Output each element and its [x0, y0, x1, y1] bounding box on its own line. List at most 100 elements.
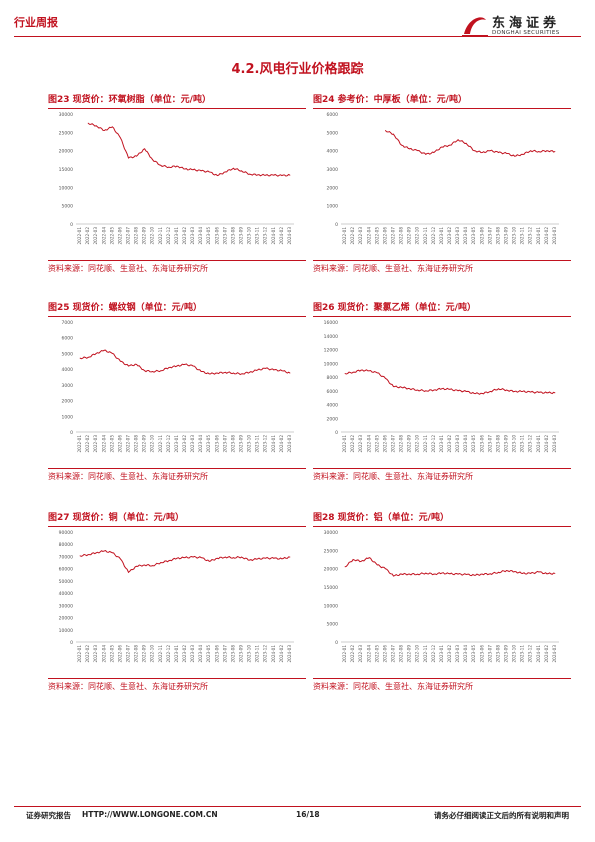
x-tick-label: 2023-05: [471, 227, 476, 245]
data-point: [481, 393, 483, 394]
data-point: [79, 357, 81, 359]
x-tick-label: 2023-10: [512, 435, 517, 453]
x-tick-label: 2023-07: [222, 645, 227, 663]
x-tick-label: 2023-09: [239, 227, 244, 245]
data-point: [95, 353, 97, 354]
x-tick-label: 2022-11: [158, 645, 163, 663]
x-tick-label: 2022-03: [93, 645, 98, 663]
x-tick-label: 2022-09: [407, 645, 412, 663]
data-point: [489, 391, 491, 392]
x-tick-label: 2022-09: [407, 435, 412, 453]
x-tick-label: 2022-06: [117, 435, 122, 453]
data-point: [257, 174, 259, 176]
data-point: [184, 557, 186, 559]
x-tick-label: 2024-03: [287, 435, 292, 453]
x-tick-label: 2023-05: [471, 645, 476, 663]
y-tick-label: 6000: [327, 112, 339, 118]
data-point: [554, 392, 556, 394]
x-tick-label: 2023-05: [471, 435, 476, 453]
x-tick-label: 2022-02: [85, 227, 90, 245]
data-point: [281, 370, 283, 372]
data-point: [128, 157, 129, 159]
x-tick-label: 2024-02: [544, 227, 549, 245]
x-tick-label: 2023-12: [528, 227, 533, 245]
data-point: [401, 144, 402, 146]
header-divider: [14, 36, 581, 37]
x-tick-label: 2023-06: [214, 435, 219, 453]
data-point: [281, 175, 283, 176]
data-point: [506, 570, 507, 571]
x-tick-label: 2022-05: [109, 435, 114, 453]
x-tick-label: 2023-09: [504, 227, 509, 245]
data-point: [168, 367, 170, 368]
data-point: [168, 166, 170, 168]
data-point: [87, 122, 89, 124]
y-tick-label: 0: [70, 640, 73, 646]
data-point: [120, 360, 121, 362]
x-tick-label: 2022-01: [342, 435, 347, 453]
x-tick-label: 2022-10: [415, 645, 420, 663]
data-point: [473, 574, 475, 576]
data-point: [441, 388, 443, 390]
data-point: [249, 559, 250, 561]
chart-title: 图24 参考价：中厚板（单位：元/吨）: [313, 95, 467, 105]
footer-website-link[interactable]: HTTP://WWW.LONGONE.COM.CN: [82, 810, 218, 819]
data-point: [273, 174, 275, 176]
x-tick-label: 2024-02: [279, 435, 284, 453]
data-point: [103, 550, 105, 552]
y-tick-label: 3000: [327, 167, 339, 173]
data-point: [409, 148, 411, 150]
x-tick-label: 2024-02: [544, 645, 549, 663]
y-tick-label: 10000: [324, 603, 338, 609]
data-point: [120, 558, 121, 560]
y-tick-label: 0: [335, 222, 338, 228]
x-tick-label: 2022-07: [390, 227, 395, 245]
data-point: [79, 555, 81, 557]
x-tick-label: 2023-11: [255, 435, 260, 453]
x-tick-label: 2022-08: [134, 227, 139, 245]
y-tick-label: 80000: [59, 542, 73, 548]
data-point: [249, 173, 250, 175]
data-point: [522, 153, 524, 155]
x-tick-label: 2024-03: [552, 435, 557, 453]
y-tick-label: 16000: [324, 320, 338, 326]
price-series-line: [385, 130, 556, 157]
chart-source-note: 资料来源：同花顺、生意社、东海证券研究所: [313, 472, 473, 481]
y-tick-label: 4000: [327, 403, 339, 409]
data-point: [224, 171, 226, 173]
data-point: [224, 371, 226, 373]
x-tick-label: 2023-07: [487, 435, 492, 453]
data-point: [433, 573, 435, 575]
x-tick-label: 2023-08: [230, 435, 235, 453]
data-point: [289, 372, 291, 374]
data-point: [506, 389, 507, 391]
data-point: [538, 151, 540, 152]
x-tick-label: 2023-12: [528, 645, 533, 663]
data-point: [489, 150, 491, 152]
x-tick-label: 2023-10: [512, 645, 517, 663]
chart-title-divider: [313, 316, 571, 317]
data-point: [360, 369, 362, 371]
y-tick-label: 12000: [324, 348, 338, 354]
data-point: [441, 146, 443, 148]
logo-chinese-name: 东海证券: [492, 16, 561, 31]
price-series-line: [344, 557, 556, 577]
x-tick-label: 2023-06: [214, 645, 219, 663]
data-point: [360, 560, 362, 562]
x-tick-label: 2023-02: [182, 435, 187, 453]
x-tick-label: 2024-01: [536, 645, 541, 663]
data-point: [457, 390, 459, 392]
data-point: [530, 573, 532, 574]
x-tick-label: 2022-09: [142, 435, 147, 453]
x-tick-label: 2023-08: [230, 227, 235, 245]
chart-panel: 图26 现货价：聚氯乙烯（单位：元/吨） 0 2000 4000 6000 8000 100…: [313, 300, 571, 486]
x-tick-label: 2022-04: [366, 645, 371, 663]
data-point: [152, 565, 154, 567]
data-point: [241, 170, 242, 172]
data-point: [409, 388, 411, 390]
x-tick-label: 2022-04: [366, 435, 371, 453]
y-tick-label: 70000: [59, 554, 73, 560]
x-tick-label: 2023-05: [206, 435, 211, 453]
x-tick-label: 2024-03: [552, 645, 557, 663]
x-tick-label: 2022-08: [134, 645, 139, 663]
